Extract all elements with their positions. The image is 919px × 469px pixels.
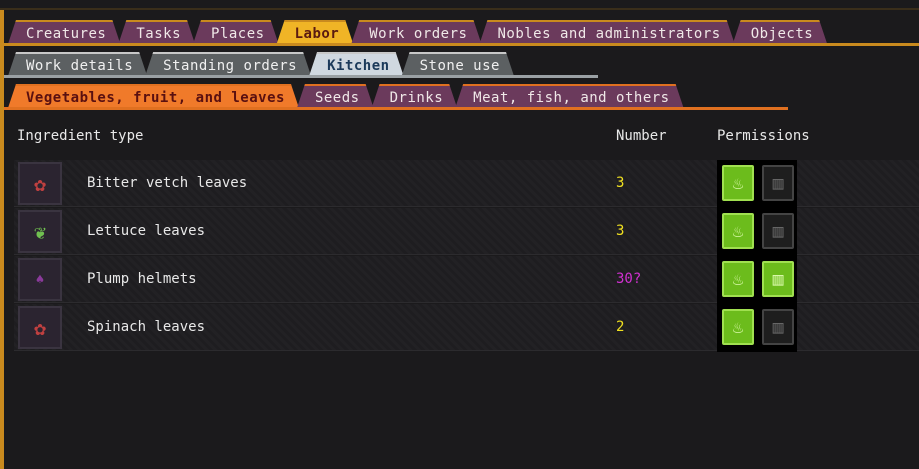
tab-work-orders[interactable]: Work orders xyxy=(351,20,485,44)
tab-standing-orders[interactable]: Standing orders xyxy=(145,52,315,76)
tab-meat-fish[interactable]: Meat, fish, and others xyxy=(455,84,687,108)
mug-icon: ▥ xyxy=(772,268,784,290)
tab-labor[interactable]: Labor xyxy=(277,20,358,44)
labor-tabs: Work details Standing orders Kitchen Sto… xyxy=(8,52,512,76)
cook-toggle[interactable]: ♨ xyxy=(722,213,754,249)
kitchen-tabs: Vegetables, fruit, and leaves Seeds Drin… xyxy=(8,84,682,108)
tab-work-details[interactable]: Work details xyxy=(8,52,151,76)
ingredient-name: Bitter vetch leaves xyxy=(87,175,248,191)
brew-toggle[interactable]: ▥ xyxy=(762,213,794,249)
tab-objects[interactable]: Objects xyxy=(733,20,832,44)
ingredient-name: Spinach leaves xyxy=(87,319,206,335)
window-frame xyxy=(0,8,4,469)
ingredient-number: 3 xyxy=(616,175,625,191)
spinach-leaves-icon: ✿ xyxy=(18,306,62,349)
cook-toggle[interactable]: ♨ xyxy=(722,261,754,297)
tab-seeds[interactable]: Seeds xyxy=(297,84,378,108)
brew-toggle[interactable]: ▥ xyxy=(762,261,794,297)
cook-toggle[interactable]: ♨ xyxy=(722,309,754,345)
cooking-pot-icon: ♨ xyxy=(732,268,744,290)
mug-icon: ▥ xyxy=(772,172,784,194)
ingredient-name: Lettuce leaves xyxy=(87,223,206,239)
kitchen-tabs-underline xyxy=(4,107,788,110)
tab-creatures[interactable]: Creatures xyxy=(8,20,124,44)
header-number[interactable]: Number xyxy=(616,128,667,144)
ingredient-name: Plump helmets xyxy=(87,271,197,287)
cooking-pot-icon: ♨ xyxy=(732,220,744,242)
vetch-leaves-icon: ✿ xyxy=(18,162,62,205)
tab-vegetables[interactable]: Vegetables, fruit, and leaves xyxy=(8,84,303,108)
labor-tabs-underline xyxy=(4,75,598,78)
tab-nobles[interactable]: Nobles and administrators xyxy=(479,20,738,44)
ingredient-number: 30? xyxy=(616,271,642,287)
ingredient-number: 2 xyxy=(616,319,625,335)
lettuce-leaves-icon: ❦ xyxy=(18,210,62,253)
main-tabs: Creatures Tasks Places Labor Work orders… xyxy=(8,20,825,44)
cooking-pot-icon: ♨ xyxy=(732,172,744,194)
brew-toggle[interactable]: ▥ xyxy=(762,309,794,345)
cooking-pot-icon: ♨ xyxy=(732,316,744,338)
tab-kitchen[interactable]: Kitchen xyxy=(309,52,408,76)
tab-drinks[interactable]: Drinks xyxy=(372,84,462,108)
main-tabs-underline xyxy=(4,43,919,46)
tab-places[interactable]: Places xyxy=(193,20,283,44)
brew-toggle[interactable]: ▥ xyxy=(762,165,794,201)
ingredient-number: 3 xyxy=(616,223,625,239)
header-permissions: Permissions xyxy=(717,128,810,144)
tab-tasks[interactable]: Tasks xyxy=(118,20,199,44)
plump-helmet-icon: ♠ xyxy=(18,258,62,301)
top-border xyxy=(0,8,919,10)
cook-toggle[interactable]: ♨ xyxy=(722,165,754,201)
mug-icon: ▥ xyxy=(772,220,784,242)
header-ingredient[interactable]: Ingredient type xyxy=(17,128,144,144)
mug-icon: ▥ xyxy=(772,316,784,338)
tab-stone-use[interactable]: Stone use xyxy=(402,52,518,76)
permissions-panel: ♨ ▥ ♨ ▥ ♨ ▥ ♨ ▥ xyxy=(717,160,797,352)
